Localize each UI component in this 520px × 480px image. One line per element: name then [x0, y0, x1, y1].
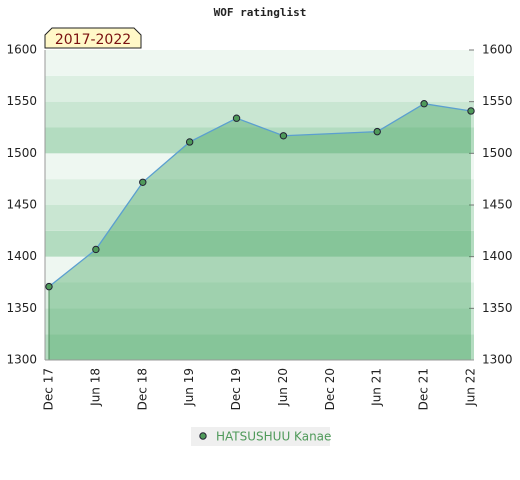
- x-tick-label: Dec 18: [135, 368, 149, 410]
- x-tick-label: Jun 18: [88, 368, 102, 407]
- y2-tick-label: 1450: [482, 198, 513, 212]
- point: [185, 138, 194, 146]
- background-band: [45, 205, 474, 231]
- y2-tick-label: 1600: [482, 43, 513, 57]
- x-tick-label: Dec 17: [42, 368, 56, 410]
- y-tick-label: 1300: [6, 353, 37, 367]
- background-band: [45, 230, 474, 257]
- x-tick-label: Dec 19: [229, 368, 243, 410]
- y-tick-label: 1500: [6, 146, 37, 160]
- legend-box: [191, 427, 330, 446]
- x-tick-label: Dec 20: [323, 368, 337, 410]
- y2-tick-label: 1350: [482, 301, 513, 315]
- y-tick-label: 1400: [6, 249, 37, 263]
- background-band: [45, 334, 474, 360]
- point: [467, 107, 475, 115]
- point: [420, 100, 428, 108]
- x-tick-label: Jun 21: [370, 368, 384, 407]
- point: [45, 282, 53, 291]
- x-tick-label: Jun 20: [276, 368, 290, 407]
- area: [49, 103, 471, 360]
- y-tick-label: 1450: [6, 198, 37, 212]
- y-tick-label: 1600: [6, 43, 37, 57]
- background-band: [45, 75, 474, 102]
- legend-label: HATSUSHUU Kanae: [216, 430, 331, 444]
- point: [232, 114, 241, 122]
- legend-marker: [199, 432, 207, 440]
- background-band: [45, 282, 474, 309]
- point: [279, 132, 288, 140]
- background-band: [45, 179, 474, 205]
- y2-tick-label: 1300: [482, 353, 513, 367]
- background-band: [45, 101, 474, 128]
- background-band: [45, 256, 474, 283]
- y2-tick-label: 1400: [482, 249, 513, 263]
- x-tick-label: Jun 19: [182, 368, 196, 407]
- point: [373, 127, 381, 136]
- point: [139, 178, 147, 186]
- background-band: [45, 153, 474, 180]
- background-band: [45, 127, 474, 154]
- background-band: [45, 50, 474, 76]
- chart-title: WOF ratinglist: [214, 6, 307, 19]
- x-tick-label: Jun 22: [464, 368, 478, 407]
- background-band: [45, 308, 474, 335]
- y-tick-label: 1550: [6, 94, 37, 108]
- point: [92, 245, 100, 254]
- period-label: 2017-2022: [55, 32, 131, 48]
- y-tick-label: 1350: [6, 301, 37, 315]
- y2-tick-label: 1500: [482, 146, 513, 160]
- x-tick-label: Dec 21: [417, 368, 431, 410]
- y2-tick-label: 1550: [482, 94, 513, 108]
- period-badge: [44, 27, 142, 49]
